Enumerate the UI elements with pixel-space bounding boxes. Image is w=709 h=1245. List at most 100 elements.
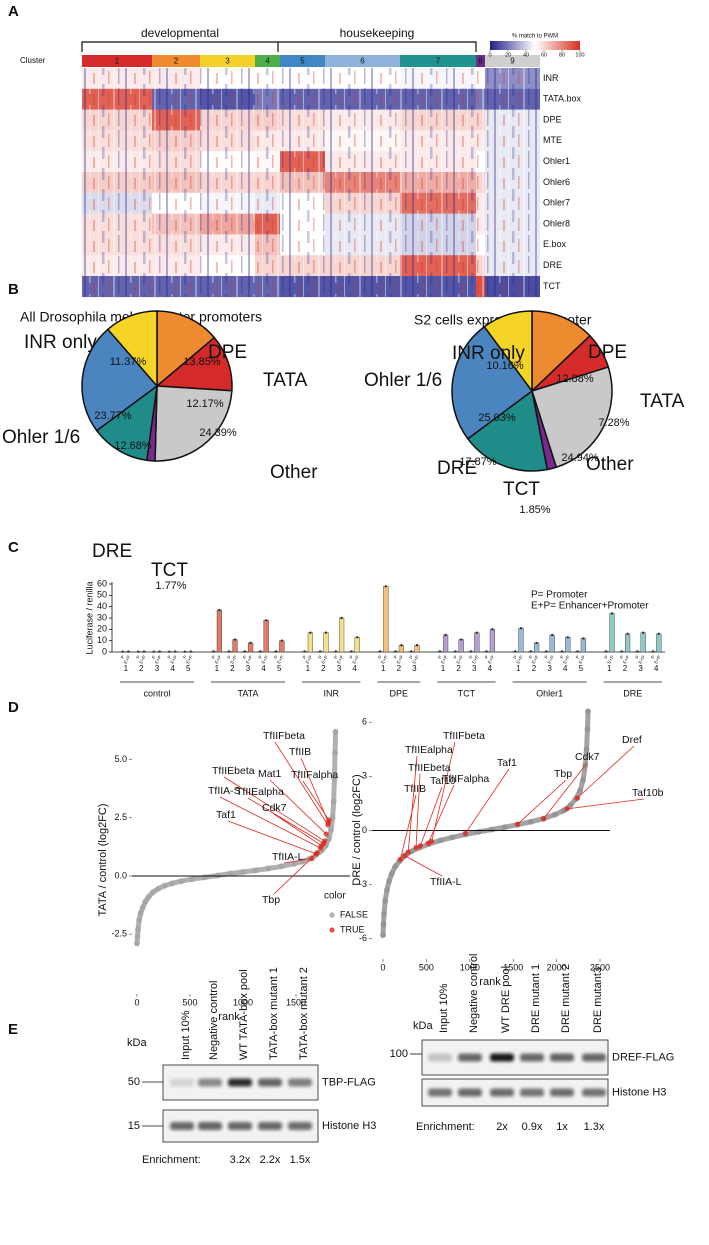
x-tick-label: 4 [170, 664, 175, 673]
bar [489, 629, 496, 653]
slice-value: 11.37% [110, 356, 147, 368]
highlight-point [417, 843, 423, 849]
gene-label: TfIIA-L [272, 851, 304, 863]
bar-point [309, 631, 312, 634]
blot-frame [421, 1039, 609, 1076]
bar-point [319, 650, 322, 653]
blot-band [198, 1122, 222, 1130]
highlight-point [413, 845, 419, 851]
leader-line [517, 779, 567, 825]
row-label: TCT [543, 281, 561, 291]
group-bracket [81, 41, 477, 52]
lane-label: WT DRE pool [500, 966, 512, 1033]
leader-line [415, 773, 421, 848]
x-tick-label: 1 [215, 664, 220, 673]
lane-label: Input 10% [180, 1010, 192, 1060]
x-axis-title: rank [218, 1011, 240, 1023]
bar-label: E+P [154, 655, 163, 665]
leader-line [543, 762, 588, 820]
colorbar-tick-label: 40 [523, 52, 529, 58]
leader-line [431, 741, 456, 842]
row-label: Ohler6 [543, 177, 570, 187]
slice-value: 1.85% [519, 504, 550, 516]
point [137, 910, 144, 917]
point [134, 933, 141, 940]
lane-label: DRE mutant 1 [530, 964, 542, 1033]
gene-label: Taf10 [430, 775, 456, 787]
leader-line [273, 852, 318, 895]
gene-label: Tbp [554, 768, 572, 780]
blot-band [228, 1122, 252, 1130]
x-tick-label: 1 [124, 664, 129, 673]
row-label: INR [543, 73, 559, 83]
bar-point [415, 644, 419, 647]
pie-slice [106, 310, 158, 389]
point [155, 885, 162, 892]
blot-band [288, 1122, 312, 1130]
x-tick-label: 1500 [503, 962, 523, 972]
highlight-point [326, 817, 332, 823]
slice-name: INR only [452, 343, 525, 364]
blot-row-label: TBP-FLAG [322, 1076, 376, 1088]
marker-label: 100 [390, 1048, 408, 1060]
x-tick-label: 1000 [233, 997, 253, 1007]
point [383, 887, 390, 894]
row-label: E.box [543, 239, 567, 249]
x-tick-label: 2 [623, 664, 628, 673]
group-label: control [143, 688, 170, 698]
x-tick-label: 3 [337, 664, 342, 673]
point [332, 749, 339, 756]
blot-band [228, 1078, 252, 1087]
point [161, 882, 168, 889]
x-tick-label: 4 [488, 664, 493, 673]
y-tick-label: 2.5 [114, 812, 127, 822]
slice-name: INR only [24, 332, 97, 353]
bar-label: E+P [515, 655, 524, 665]
x-tick-label: 500 [182, 997, 197, 1007]
bar-point [610, 612, 614, 615]
x-tick-label: 2500 [590, 962, 610, 972]
point [189, 876, 196, 883]
legend-label: FALSE [340, 909, 368, 919]
x-tick-label: 5 [186, 664, 191, 673]
slice-name: Other [586, 454, 634, 475]
bar-label: E+P [214, 655, 223, 665]
slice-name: TATA [640, 391, 685, 412]
point [332, 728, 339, 735]
colorbar-tick-label: 80 [559, 52, 565, 58]
bar [323, 632, 329, 653]
bar-point [127, 650, 130, 653]
bar-point [212, 650, 215, 653]
colorbar-tick-label: 20 [505, 52, 511, 58]
bar-label: P [468, 655, 474, 660]
point [139, 904, 146, 911]
bar-label: E+P [380, 655, 389, 665]
bar [247, 642, 254, 653]
bar-label: P [484, 655, 490, 660]
x-tick-label: 5 [579, 664, 584, 673]
bar-label: P [273, 655, 279, 660]
bar-label: E+P [637, 655, 646, 665]
panel-label: E [8, 1021, 18, 1038]
point [527, 818, 534, 825]
group-label: TATA [238, 688, 259, 698]
bar-label: P [166, 655, 172, 660]
x-tick-label: 1 [607, 664, 612, 673]
point [168, 880, 175, 887]
blot-band [520, 1088, 544, 1097]
bar-point [605, 650, 608, 653]
bar-point [535, 641, 538, 645]
marker-label: 50 [128, 1076, 140, 1088]
gene-label: Tbp [262, 894, 280, 906]
gene-label: TfIIA-S [208, 785, 241, 797]
leader-line [404, 855, 443, 877]
point [142, 898, 149, 905]
x-tick-label: 3 [246, 664, 251, 673]
bar-label: E+P [487, 655, 496, 665]
point [135, 926, 142, 933]
bar-point [274, 650, 278, 653]
pie-slice [466, 389, 549, 472]
gene-label: TfIIB [404, 783, 426, 795]
bar-point [400, 644, 403, 647]
bar [580, 638, 587, 653]
